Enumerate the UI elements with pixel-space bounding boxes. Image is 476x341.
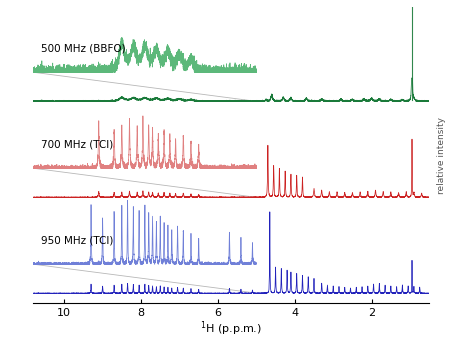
Text: 500 MHz (BBFO): 500 MHz (BBFO) — [41, 43, 126, 53]
Text: 700 MHz (TCI): 700 MHz (TCI) — [41, 139, 113, 149]
Text: relative intensity: relative intensity — [436, 117, 445, 194]
Text: 950 MHz (TCI): 950 MHz (TCI) — [41, 235, 113, 245]
X-axis label: $^{1}$H (p.p.m.): $^{1}$H (p.p.m.) — [200, 320, 262, 338]
